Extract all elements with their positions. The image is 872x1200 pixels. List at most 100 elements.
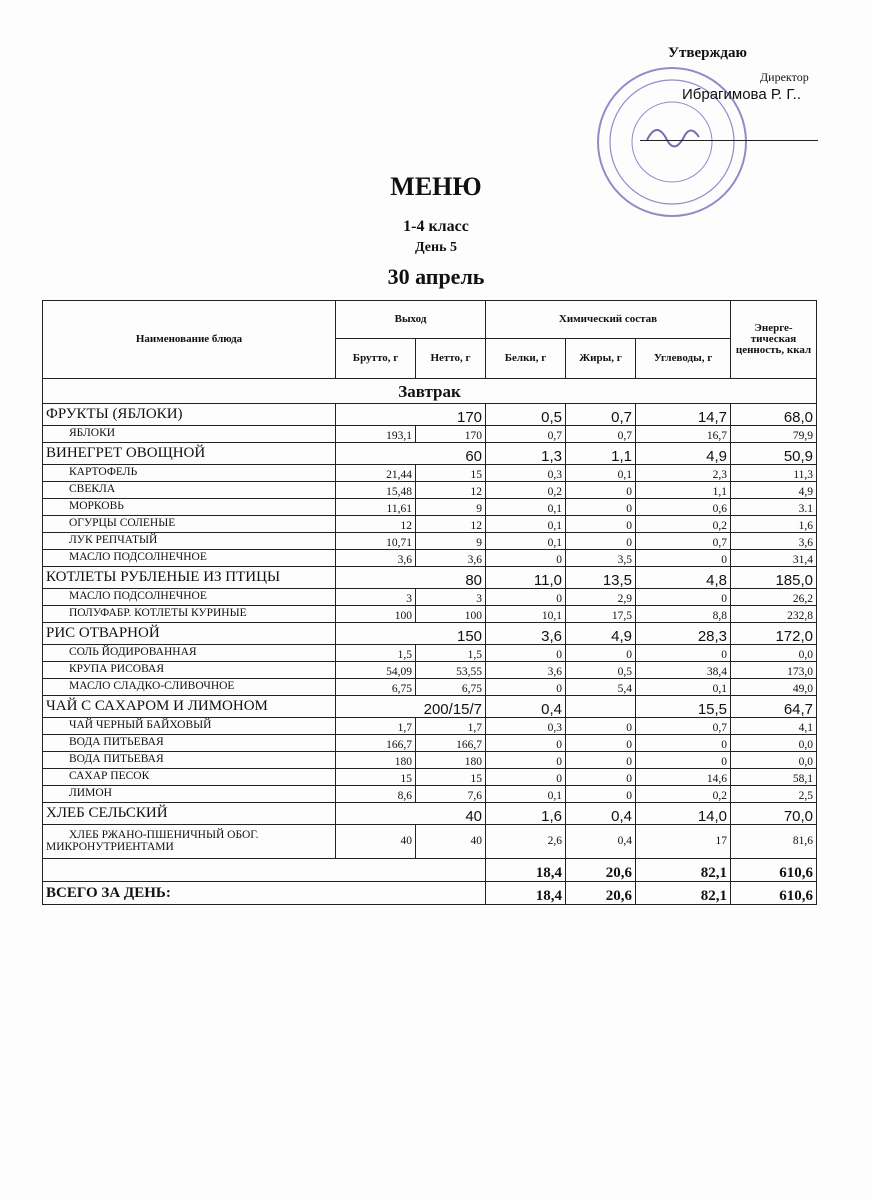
item-name: ХЛЕБ РЖАНО-ПШЕНИЧНЫЙ ОБОГ. МИКРОНУТРИЕНТ… [42, 824, 336, 859]
fat-value: 2,9 [565, 588, 637, 606]
fat-value: 0 [565, 644, 637, 662]
col-netto: Нетто, г [414, 338, 487, 379]
energy-value: 58,1 [730, 768, 818, 786]
carbs-value: 0,2 [635, 785, 732, 803]
carbs-value: 0 [635, 549, 732, 567]
protein-value: 0 [485, 588, 567, 606]
fat-value: 0,7 [565, 403, 637, 426]
col-output: Выход [334, 300, 487, 339]
item-name: МАСЛО ПОДСОЛНЕЧНОЕ [42, 549, 336, 567]
item-name: ЯБЛОКИ [42, 425, 336, 443]
fat-value: 0 [565, 785, 637, 803]
protein-value: 10,1 [485, 605, 567, 623]
carbs-value: 15,5 [635, 695, 732, 718]
brutto-value: 180 [335, 751, 416, 769]
carbs-value: 0 [635, 644, 732, 662]
dish-row: ЧАЙ С САХАРОМ И ЛИМОНОМ 200/15/7 0,4 15,5 64… [42, 695, 818, 718]
ingredient-row: КРУПА РИСОВАЯ 54,09 53,55 3,6 0,5 38,4 173,0 [42, 661, 818, 679]
ingredient-row: СВЕКЛА 15,48 12 0,2 0 1,1 4,9 [42, 481, 818, 499]
carbs-value: 8,8 [635, 605, 732, 623]
energy-value: 81,6 [730, 824, 818, 859]
carbs-value: 1,1 [635, 481, 732, 499]
col-chem: Химический состав [485, 300, 732, 339]
ingredient-row: МАСЛО ПОДСОЛНЕЧНОЕ 3 3 0 2,9 0 26,2 [42, 588, 818, 606]
energy-value: 49,0 [730, 678, 818, 696]
item-name: СВЕКЛА [42, 481, 336, 499]
subtotal-p: 18,4 [485, 858, 567, 882]
ingredient-row: ПОЛУФАБР. КОТЛЕТЫ КУРИНЫЕ 100 100 10,1 17,5 8… [42, 605, 818, 623]
director-position: Директор [760, 70, 809, 84]
netto-value: 12 [414, 515, 487, 533]
carbs-value: 0 [635, 588, 732, 606]
item-name: РИС ОТВАРНОЙ [42, 622, 336, 645]
carbs-value: 0,7 [635, 717, 732, 735]
protein-value: 3,6 [485, 622, 567, 645]
brutto-value: 8,6 [335, 785, 416, 803]
netto-value: 12 [414, 481, 487, 499]
brutto-value: 6,75 [335, 678, 416, 696]
energy-value: 232,8 [730, 605, 818, 623]
energy-value: 1,6 [730, 515, 818, 533]
output-value: 170 [334, 403, 487, 426]
netto-value: 53,55 [414, 661, 487, 679]
subtotal-row: 18,4 20,6 82,1 610,6 [41, 858, 818, 882]
brutto-value: 100 [335, 605, 416, 623]
ingredient-row: САХАР ПЕСОК 15 15 0 0 14,6 58,1 [42, 768, 818, 786]
netto-value: 7,6 [414, 785, 487, 803]
fat-value: 13,5 [565, 566, 637, 589]
item-name: МАСЛО ПОДСОЛНЕЧНОЕ [42, 588, 336, 606]
carbs-value: 0,7 [635, 532, 732, 550]
output-value: 200/15/7 [334, 695, 487, 718]
brutto-value: 15,48 [335, 481, 416, 499]
total-p: 18,4 [485, 881, 567, 905]
subtotal-f: 20,6 [565, 858, 637, 882]
col-fat: Жиры, г [565, 338, 637, 379]
item-name: ЛИМОН [42, 785, 336, 803]
item-name: СОЛЬ ЙОДИРОВАННАЯ [42, 644, 336, 662]
grade-label: 1-4 класс [403, 218, 469, 235]
carbs-value: 16,7 [635, 425, 732, 443]
ingredient-row: МАСЛО СЛАДКО-СЛИВОЧНОЕ 6,75 6,75 0 5,4 0,1 49,… [42, 678, 818, 696]
dish-row: ФРУКТЫ (ЯБЛОКИ) 170 0,5 0,7 14,7 68,0 [42, 403, 818, 426]
energy-value: 3,6 [730, 532, 818, 550]
signature-line [640, 140, 818, 141]
netto-value: 3 [414, 588, 487, 606]
subtotal-c: 82,1 [635, 858, 732, 882]
dish-row: РИС ОТВАРНОЙ 150 3,6 4,9 28,3 172,0 [42, 622, 818, 645]
approval-label: Утверждаю [668, 45, 747, 61]
total-label: ВСЕГО ЗА ДЕНЬ: [41, 881, 487, 905]
protein-value: 0,2 [485, 481, 567, 499]
protein-value: 0 [485, 549, 567, 567]
col-carbs: Углеводы, г [635, 338, 732, 379]
carbs-value: 14,0 [635, 802, 732, 825]
netto-value: 40 [414, 824, 487, 859]
ingredient-row: ОГУРЦЫ СОЛЕНЫЕ 12 12 0,1 0 0,2 1,6 [42, 515, 818, 533]
date-label: 30 апрель [387, 264, 485, 289]
fat-value: 0 [565, 734, 637, 752]
item-name: ЧАЙ ЧЕРНЫЙ БАЙХОВЫЙ [42, 717, 336, 735]
ingredient-row: СОЛЬ ЙОДИРОВАННАЯ 1,5 1,5 0 0 0 0,0 [42, 644, 818, 662]
carbs-value: 0 [635, 751, 732, 769]
protein-value: 3,6 [485, 661, 567, 679]
brutto-value: 40 [335, 824, 416, 859]
netto-value: 1,5 [414, 644, 487, 662]
col-protein: Белки, г [485, 338, 567, 379]
item-name: КАРТОФЕЛЬ [42, 464, 336, 482]
protein-value: 0,4 [485, 695, 567, 718]
fat-value: 0,4 [565, 802, 637, 825]
netto-value: 9 [414, 532, 487, 550]
item-name: ВОДА ПИТЬЕВАЯ [42, 734, 336, 752]
item-name: ЛУК РЕПЧАТЫЙ [42, 532, 336, 550]
total-e: 610,6 [730, 881, 818, 905]
energy-value: 64,7 [730, 695, 818, 718]
menu-table: Наименование блюда Выход Химический сост… [41, 300, 818, 905]
carbs-value: 4,9 [635, 442, 732, 465]
ingredient-row: МОРКОВЬ 11,61 9 0,1 0 0,6 3.1 [42, 498, 818, 516]
energy-value: 172,0 [730, 622, 818, 645]
carbs-value: 14,6 [635, 768, 732, 786]
total-f: 20,6 [565, 881, 637, 905]
ingredient-row: КАРТОФЕЛЬ 21,44 15 0,3 0,1 2,3 11,3 [42, 464, 818, 482]
fat-value: 0 [565, 532, 637, 550]
energy-value: 2,5 [730, 785, 818, 803]
